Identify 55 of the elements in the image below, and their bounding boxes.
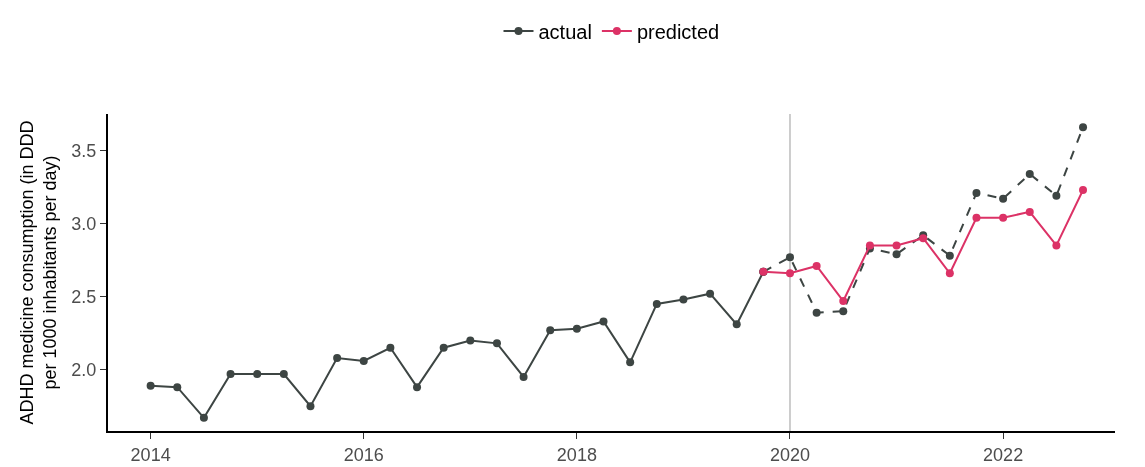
y-tick-label: 3.5: [71, 140, 97, 161]
point: [626, 358, 635, 367]
point: [1052, 241, 1061, 250]
point: [226, 370, 235, 379]
point: [599, 317, 608, 326]
y-axis-title: ADHD medicine consumption (in DDD per 1000 inhabitants per day): [16, 120, 61, 425]
point: [1079, 123, 1088, 132]
point: [812, 308, 821, 317]
point: [492, 339, 501, 348]
x-tick-label: 2018: [556, 444, 597, 465]
point: [386, 343, 395, 352]
point: [253, 370, 262, 379]
point: [439, 343, 448, 352]
point: [945, 251, 954, 260]
point: [785, 253, 794, 262]
point: [519, 372, 528, 381]
x-tick-label: 2022: [983, 444, 1024, 465]
y-tick-label: 2.0: [71, 359, 97, 380]
point: [1079, 185, 1088, 194]
point: [1052, 191, 1061, 200]
point: [972, 188, 981, 197]
point: [892, 241, 901, 250]
point: [279, 370, 288, 379]
x-tick-label: 2014: [130, 444, 171, 465]
point: [1025, 169, 1034, 178]
legend-label: actual: [538, 20, 592, 43]
legend-label: predicted: [636, 20, 720, 43]
point: [892, 250, 901, 259]
point: [706, 289, 715, 298]
point: [199, 413, 208, 422]
point: [839, 296, 848, 305]
point: [1025, 207, 1034, 216]
point: [999, 213, 1008, 222]
point: [466, 336, 475, 345]
y-tick-label: 3.0: [71, 213, 97, 234]
point: [785, 269, 794, 278]
point: [839, 307, 848, 316]
point: [812, 261, 821, 270]
point: [546, 326, 555, 335]
point: [972, 213, 981, 222]
point: [999, 194, 1008, 203]
point: [306, 402, 315, 411]
x-tick-label: 2016: [343, 444, 384, 465]
point: [652, 299, 661, 308]
point: [679, 295, 688, 304]
point: [359, 356, 368, 365]
x-tick-label: 2020: [769, 444, 811, 465]
point: [173, 383, 182, 392]
point: [333, 353, 342, 362]
point: [945, 269, 954, 278]
point: [572, 324, 581, 333]
point: [146, 381, 155, 390]
point: [413, 383, 422, 392]
point: [732, 320, 741, 329]
y-tick-label: 2.5: [71, 286, 97, 307]
